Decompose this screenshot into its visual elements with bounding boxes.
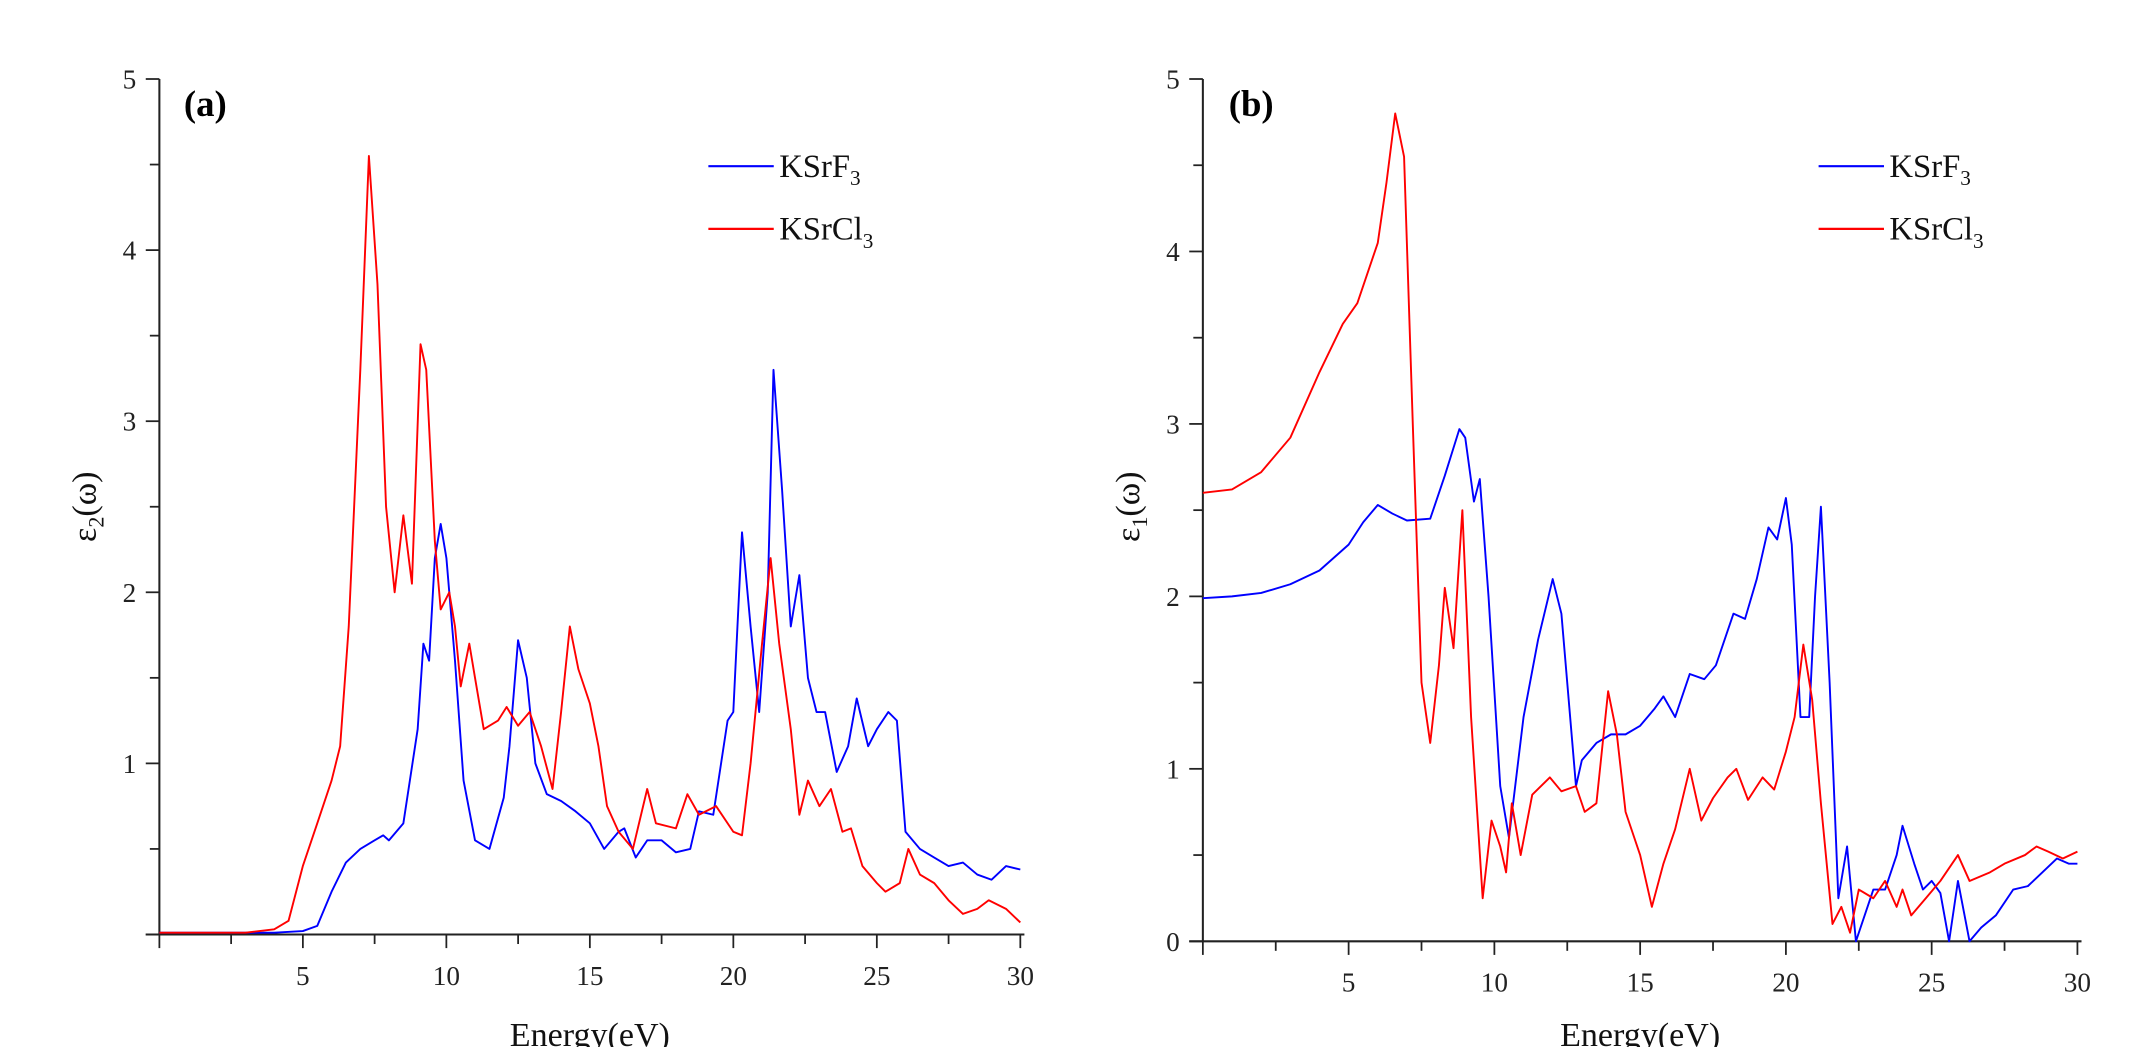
legend-label: KSrCl3 (779, 212, 873, 253)
legend-label: KSrF3 (1889, 149, 1970, 190)
x-tick-label: 15 (1627, 968, 1654, 998)
y-tick-label: 4 (1166, 237, 1180, 267)
legend-label: KSrCl3 (1889, 212, 1983, 253)
series-line-ksrcl3 (1202, 112, 2078, 934)
y-tick-label: 5 (123, 65, 137, 95)
x-tick-label: 20 (1772, 968, 1799, 998)
x-tick-label: 25 (1918, 968, 1945, 998)
y-tick-label: 5 (1166, 65, 1180, 95)
panel-label: (b) (1229, 83, 1274, 124)
y-tick-label: 3 (1166, 409, 1180, 439)
x-tick-label: 25 (863, 961, 890, 991)
panel-label: (a) (184, 83, 227, 124)
x-axis-title: Energy(eV) (1560, 1017, 1720, 1047)
panel-b: (b) Energy(eV) 5 10 15 20 25 30 0 1 2 3 4 5 ε1(ω) KSr… (1110, 65, 2091, 1047)
y-axis-title: ε2(ω) (66, 472, 108, 542)
series-line-ksrf3 (1202, 428, 2078, 943)
y-tick-label: 2 (123, 578, 137, 608)
legend-label: KSrF3 (779, 149, 860, 190)
y-tick-label: 1 (123, 749, 137, 779)
y-axis-title: ε1(ω) (1110, 472, 1152, 542)
x-tick-label: 20 (720, 961, 747, 991)
x-tick-label: 10 (1481, 968, 1508, 998)
y-tick-label: 0 (1166, 927, 1180, 957)
x-tick-label: 15 (576, 961, 603, 991)
series-line-ksrf3 (159, 368, 1021, 934)
series-line-ksrcl3 (159, 155, 1021, 934)
x-tick-label: 5 (1342, 968, 1356, 998)
x-tick-label: 5 (296, 961, 310, 991)
x-tick-label: 30 (2064, 968, 2091, 998)
x-tick-label: 10 (433, 961, 460, 991)
y-tick-label: 3 (123, 407, 137, 437)
y-tick-label: 1 (1166, 754, 1180, 784)
x-axis-title: Energy(eV) (510, 1017, 670, 1047)
x-tick-label: 30 (1007, 961, 1034, 991)
y-tick-label: 4 (123, 236, 137, 266)
y-tick-label: 2 (1166, 582, 1180, 612)
panel-a: (a) Energy(eV) 5 10 15 20 25 30 1 2 3 4 5 ε2(ω) KSrF… (66, 65, 1034, 1047)
